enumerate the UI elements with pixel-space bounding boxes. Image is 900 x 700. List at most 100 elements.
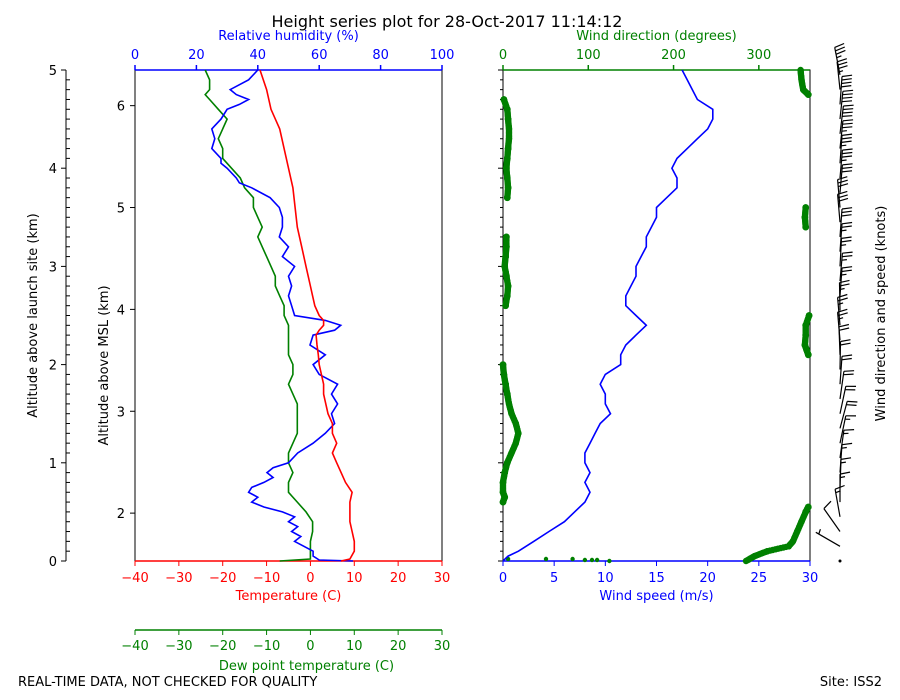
wind-direction-tick-label: 200 [661, 48, 686, 63]
wind-barb-full [823, 500, 832, 510]
wind-direction-tick-label: 100 [576, 48, 601, 63]
wind-barb-full [841, 85, 852, 88]
wind-barb [839, 385, 857, 414]
wind-barb-shaft [837, 297, 841, 326]
wind-direction-point [503, 105, 511, 113]
surface-wind-dot [543, 556, 549, 562]
wind-direction-point [504, 115, 512, 123]
wind-barb [836, 58, 848, 90]
humidity-tick-label: 80 [372, 48, 389, 63]
outer-altitude-tick-label: 5 [49, 64, 57, 79]
chart-title: Height series plot for 28-Oct-2017 11:14… [272, 12, 623, 31]
wind-barb-full [842, 166, 853, 169]
outer-altitude-tick-label: 3 [49, 260, 57, 275]
wind-barb-full [835, 49, 846, 55]
wind-barb-shaft [815, 531, 841, 547]
humidity-axis-label: Relative humidity (%) [218, 29, 359, 44]
wind-barb-half [841, 159, 847, 162]
temperature-series-line [259, 69, 356, 562]
wind-barb-full [841, 170, 853, 173]
wind-speed-tick-label: 15 [648, 571, 665, 586]
wind-barb-full [842, 89, 854, 92]
humidity-series-line [210, 69, 354, 562]
outer-altitude-tick-label: 0 [49, 555, 57, 570]
temperature-tick-label: −40 [121, 571, 148, 586]
wind-barb-full [839, 471, 851, 475]
wind-barb-full [841, 78, 852, 81]
wind-direction-point [804, 503, 812, 511]
wind-direction-point [802, 321, 810, 329]
wind-direction-point [503, 292, 511, 300]
temperature-axis-label: Temperature (C) [235, 589, 342, 604]
wind-barb [839, 163, 853, 193]
wind-barb-shaft [836, 61, 841, 90]
wind-barb-shaft [839, 371, 845, 400]
temperature-tick-label: −10 [253, 571, 280, 586]
surface-wind-dot [607, 558, 612, 564]
wind-barb-shaft [839, 267, 843, 296]
wind-barb-full [841, 225, 852, 228]
humidity-tick-label: 60 [311, 48, 328, 63]
footer-site-label: Site: ISS2 [820, 675, 882, 690]
wind-barb-shaft [839, 223, 843, 252]
surface-wind-dot [589, 557, 595, 563]
wind-barb-full [841, 266, 853, 269]
wind-barb-shaft [839, 430, 845, 458]
wind-barb-shaft [834, 47, 841, 76]
wind-barb [839, 429, 855, 458]
msl-altitude-tick-label: 5 [117, 202, 125, 217]
wind-barb-full [841, 214, 852, 217]
dewpoint-tick-label: −10 [253, 639, 280, 654]
temperature-tick-label: 10 [346, 571, 363, 586]
msl-altitude-tick-label: 2 [117, 507, 125, 522]
wind-speed-tick-label: 30 [802, 571, 819, 586]
msl-altitude-tick-label: 3 [117, 405, 125, 420]
wind-barb-shaft [837, 194, 841, 223]
dewpoint-tick-label: −30 [165, 639, 192, 654]
wind-barb-full [841, 442, 853, 446]
wind-barb-full [837, 65, 848, 70]
dewpoint-tick-label: −40 [121, 639, 148, 654]
wind-barb-full [841, 269, 852, 273]
wind-barb-shaft [838, 282, 841, 311]
wind-barb-half [838, 302, 844, 305]
wind-barb-shaft [823, 508, 841, 532]
wind-barb-shaft [839, 135, 843, 164]
wind-barb-shaft [839, 91, 844, 120]
wind-barb-full [837, 61, 848, 66]
wind-barb-shaft [837, 179, 841, 208]
wind-barb-full [841, 74, 853, 78]
wind-barb-shaft [839, 401, 848, 429]
wind-barb [839, 339, 851, 370]
wind-direction-point [504, 184, 512, 192]
wind-direction-point [500, 371, 508, 378]
wind-barb-full [837, 293, 848, 298]
wind-direction-point [802, 331, 810, 339]
wind-barb-full [836, 58, 847, 63]
wind-barb-full [841, 236, 852, 239]
wind-barb [839, 251, 853, 282]
dewpoint-tick-label: 0 [306, 639, 314, 654]
wind-barb [839, 148, 853, 179]
wind-barb-shaft [839, 164, 843, 193]
wind-speed-tick-label: 10 [597, 571, 614, 586]
wind-barb-full [838, 323, 850, 328]
wind-speed-tick-label: 5 [550, 571, 558, 586]
wind-direction-point [501, 469, 509, 476]
wind-direction-point [805, 312, 813, 319]
wind-barb [839, 74, 853, 105]
dewpoint-axis-label: Dew point temperature (C) [219, 659, 394, 674]
msl-altitude-tick-label: 4 [117, 303, 125, 318]
wind-barb-full [842, 251, 853, 254]
wind-barb [823, 500, 841, 532]
wind-barb-full [843, 370, 855, 372]
barb-axis-label: Wind direction and speed (knots) [874, 206, 889, 422]
msl-altitude-tick-label: 6 [117, 100, 125, 115]
surface-wind-dot [594, 557, 600, 563]
wind-speed-tick-label: 0 [499, 571, 507, 586]
wind-barb [839, 370, 855, 400]
wind-direction-tick-label: 300 [746, 48, 771, 63]
wind-direction-point [504, 282, 512, 290]
wind-barb-shaft [839, 120, 844, 149]
